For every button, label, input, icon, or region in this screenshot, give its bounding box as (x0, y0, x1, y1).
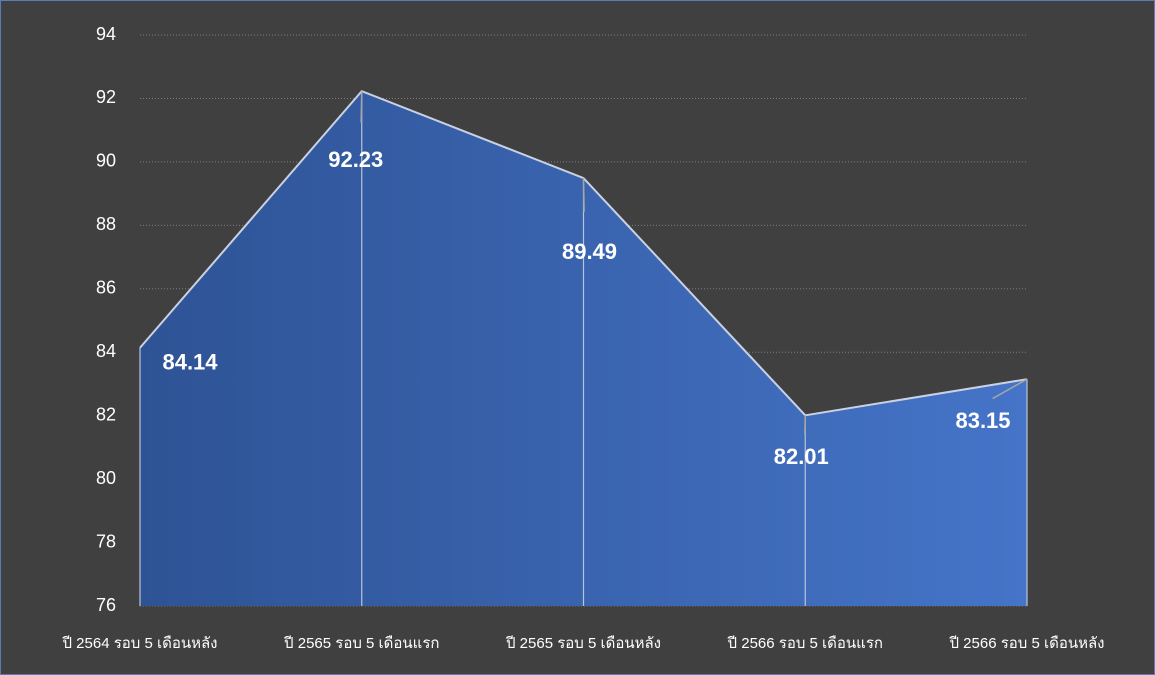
data-label: 92.23 (328, 147, 383, 172)
leader-line (360, 91, 363, 123)
leader-line (992, 378, 1028, 400)
area-outline (139, 89, 1028, 417)
data-label: 82.01 (774, 444, 829, 469)
x-tick-label: ปี 2566 รอบ 5 เดือนหลัง (949, 635, 1105, 652)
y-tick-label: 82 (96, 404, 116, 424)
y-tick-label: 84 (96, 341, 116, 361)
y-tick-label: 78 (96, 531, 116, 551)
y-tick-label: 86 (96, 278, 116, 298)
x-tick-label: ปี 2566 รอบ 5 เดือนแรก (727, 635, 883, 652)
y-tick-label: 90 (96, 151, 116, 171)
y-tick-label: 76 (96, 595, 116, 615)
data-label: 83.15 (955, 408, 1010, 433)
x-tick-label: ปี 2565 รอบ 5 เดือนแรก (283, 635, 439, 652)
y-tick-label: 88 (96, 214, 116, 234)
data-label: 84.14 (162, 350, 218, 375)
y-tick-label: 92 (96, 87, 116, 107)
y-tick-label: 80 (96, 468, 116, 488)
x-tick-label: ปี 2565 รอบ 5 เดือนหลัง (505, 635, 661, 652)
y-tick-label: 94 (96, 24, 116, 44)
x-tick-label: ปี 2564 รอบ 5 เดือนหลัง (62, 635, 218, 652)
leader-line (582, 178, 585, 212)
data-label: 89.49 (562, 239, 617, 264)
